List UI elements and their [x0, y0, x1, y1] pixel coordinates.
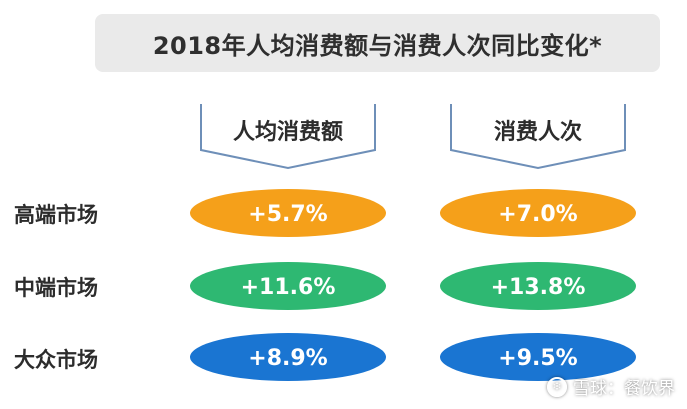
- value-pill-r2-c0: [190, 333, 386, 381]
- value-label-r2-c1: +9.5%: [498, 346, 577, 371]
- value-pill-r0-c1: [440, 189, 636, 237]
- value-label-r1-c1: +13.8%: [491, 275, 586, 300]
- column-bracket-0: [200, 104, 376, 170]
- value-pill-r1-c1: [440, 262, 636, 310]
- chart-title: 2018年人均消费额与消费人次同比变化*: [95, 14, 660, 72]
- snowball-logo-icon: ❄: [547, 376, 567, 397]
- value-pills: +5.7% +7.0% +11.6% +13.8% +8.9% +9.5%: [190, 189, 636, 381]
- column-header-visits: 消费人次: [493, 120, 582, 145]
- value-label-r0-c1: +7.0%: [498, 202, 577, 227]
- value-pill-r2-c1: [440, 333, 636, 381]
- row-label-mid-range: 中端市场: [14, 276, 98, 300]
- value-label-r2-c0: +8.9%: [248, 346, 327, 371]
- column-header-avg-spend: 人均消费额: [232, 120, 343, 145]
- column-bracket-1: [450, 104, 626, 170]
- value-label-r0-c0: +5.7%: [248, 202, 327, 227]
- watermark: ❄ 雪球：餐饮界: [547, 374, 675, 399]
- row-label-mass-market: 大众市场: [14, 348, 98, 372]
- value-label-r1-c0: +11.6%: [241, 275, 336, 300]
- column-brackets: [200, 104, 626, 170]
- value-pill-r0-c0: [190, 189, 386, 237]
- value-pill-r1-c0: [190, 262, 386, 310]
- watermark-text: 雪球：餐饮界: [573, 379, 675, 399]
- row-label-high-end: 高端市场: [14, 203, 98, 227]
